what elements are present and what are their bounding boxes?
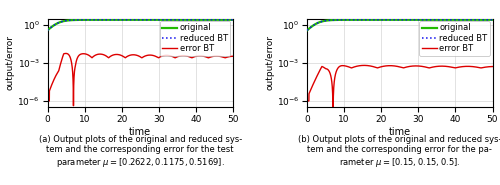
original — [66, 19, 71, 21]
reduced BT — [116, 19, 121, 21]
error BT — [330, 114, 336, 116]
Line: original: original — [48, 20, 233, 30]
reduced BT — [66, 19, 71, 21]
X-axis label: time: time — [388, 127, 411, 137]
error BT — [124, 56, 130, 58]
reduced BT — [466, 19, 472, 21]
Y-axis label: output/error: output/error — [6, 35, 15, 90]
error BT — [466, 65, 472, 68]
Line: reduced BT: reduced BT — [48, 20, 233, 30]
error BT — [226, 56, 232, 58]
reduced BT — [336, 19, 342, 21]
Line: error BT: error BT — [48, 53, 233, 106]
original — [230, 19, 236, 21]
Line: original: original — [307, 20, 492, 30]
error BT — [63, 52, 69, 55]
reduced BT — [486, 19, 492, 21]
Legend: original, reduced BT, error BT: original, reduced BT, error BT — [420, 21, 490, 56]
original — [486, 19, 492, 21]
original — [383, 19, 389, 21]
error BT — [384, 65, 390, 67]
original — [226, 19, 232, 21]
reduced BT — [44, 29, 51, 31]
error BT — [486, 66, 492, 68]
error BT — [304, 100, 310, 102]
error BT — [325, 69, 331, 71]
error BT — [376, 67, 382, 69]
reduced BT — [375, 19, 381, 21]
reduced BT — [206, 19, 212, 21]
Text: (b) Output plots of the original and reduced sys-
tem and the corresponding erro: (b) Output plots of the original and red… — [298, 135, 500, 169]
reduced BT — [383, 19, 389, 21]
reduced BT — [76, 19, 82, 21]
error BT — [66, 54, 71, 56]
original — [336, 19, 342, 21]
Line: error BT: error BT — [307, 65, 492, 115]
original — [490, 19, 496, 21]
reduced BT — [325, 19, 331, 21]
original — [375, 19, 381, 21]
Line: reduced BT: reduced BT — [307, 20, 492, 30]
error BT — [206, 56, 212, 59]
reduced BT — [226, 19, 232, 21]
error BT — [336, 65, 342, 68]
Text: (a) Output plots of the original and reduced sys-
tem and the corresponding erro: (a) Output plots of the original and red… — [38, 135, 242, 169]
error BT — [77, 54, 83, 56]
reduced BT — [230, 19, 236, 21]
original — [325, 19, 331, 21]
original — [206, 19, 212, 21]
X-axis label: time: time — [129, 127, 152, 137]
error BT — [70, 105, 76, 107]
original — [116, 19, 121, 21]
original — [124, 19, 130, 21]
reduced BT — [490, 19, 496, 21]
original — [466, 19, 472, 21]
reduced BT — [304, 29, 310, 31]
error BT — [490, 65, 496, 68]
Legend: original, reduced BT, error BT: original, reduced BT, error BT — [160, 21, 230, 56]
error BT — [44, 100, 51, 102]
error BT — [116, 53, 121, 56]
reduced BT — [124, 19, 130, 21]
error BT — [230, 55, 236, 57]
Y-axis label: output/error: output/error — [265, 35, 274, 90]
error BT — [361, 64, 367, 67]
original — [76, 19, 82, 21]
original — [44, 29, 51, 31]
original — [304, 29, 310, 31]
